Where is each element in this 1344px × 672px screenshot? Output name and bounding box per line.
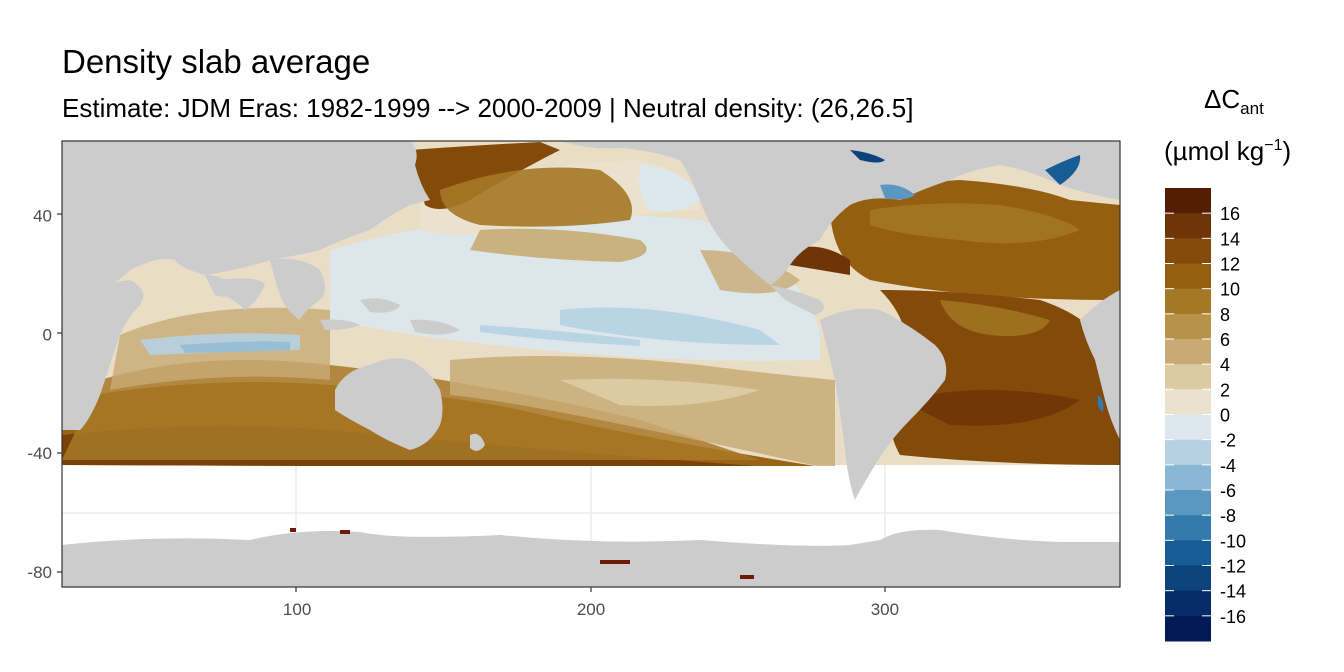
y-axis-tick-labels: 40 0 -40 -80 [27,206,52,582]
legend-swatch [1165,439,1211,466]
x-axis-tick-labels: 100 200 300 [283,600,899,619]
legend-swatch [1165,515,1211,541]
legend-label: 2 [1220,380,1230,400]
legend-swatch [1165,188,1211,214]
y-tick-label: -40 [27,444,52,463]
legend-swatch [1165,540,1211,566]
legend-label: -16 [1220,607,1246,627]
legend-label: -10 [1220,531,1246,551]
legend-swatch [1165,339,1211,365]
legend-label: 4 [1220,355,1230,375]
x-tick-label: 100 [283,600,311,619]
legend-label: -8 [1220,506,1236,526]
chart-subtitle: Estimate: JDM Eras: 1982-1999 --> 2000-2… [62,93,914,123]
legend-swatch [1165,389,1211,415]
legend-swatch [1165,490,1211,516]
legend-label: -2 [1220,431,1236,451]
axis-ticks [57,213,886,592]
legend-swatch [1165,313,1211,340]
x-tick-label: 200 [577,600,605,619]
y-tick-label: 40 [33,206,52,225]
legend-label: 16 [1220,204,1240,224]
legend-swatch [1165,238,1211,264]
legend-label: -6 [1220,481,1236,501]
legend-swatch [1165,565,1211,592]
legend-label: 12 [1220,255,1240,275]
chart-title: Density slab average [62,43,371,80]
legend-label: -12 [1220,557,1246,577]
legend-swatch [1165,213,1211,239]
y-tick-label: 0 [43,325,52,344]
legend-swatch [1165,364,1211,390]
legend-swatch [1165,414,1211,441]
legend-swatch [1165,464,1211,491]
land [62,141,1120,587]
x-tick-label: 300 [871,600,899,619]
map-panel [62,141,1120,587]
blue-patches [850,150,1104,412]
legend-label: 10 [1220,280,1240,300]
legend-label: 8 [1220,305,1230,325]
legend-labels: 16 14 12 10 8 6 4 2 0 -2 -4 -6 -8 -10 -12 -14 -16 [1165,204,1246,627]
legend-label: -14 [1220,582,1246,602]
legend-label: 6 [1220,330,1230,350]
legend-colorbar [1165,188,1211,642]
legend-swatch [1165,288,1211,315]
y-tick-label: -80 [27,563,52,582]
legend-title-units: (µmol kg−1) [1164,136,1292,166]
legend-swatch [1165,590,1211,617]
red-spots [290,528,754,579]
legend-label: 14 [1220,229,1240,249]
legend-swatch [1165,615,1211,642]
legend-title-variable: ΔCant [1204,84,1264,118]
legend-swatch [1165,263,1211,290]
legend-label: -4 [1220,456,1236,476]
legend-label: 0 [1220,406,1230,426]
